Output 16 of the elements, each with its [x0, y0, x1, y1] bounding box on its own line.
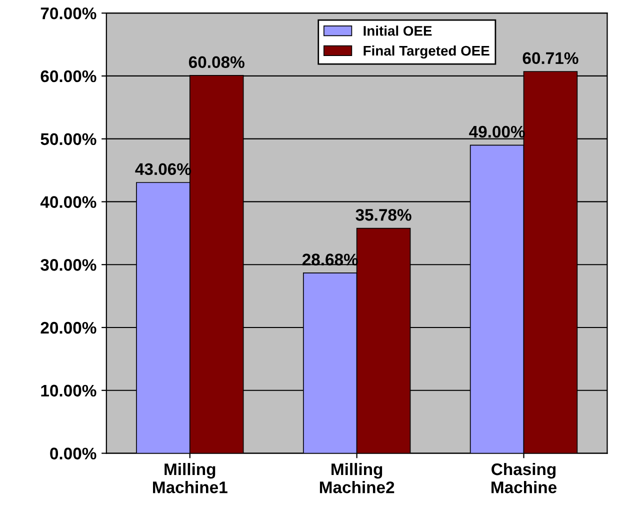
legend-label: Final Targeted OEE [364, 45, 490, 58]
y-tick-label: 30.00% [40, 259, 96, 271]
x-tick-label: Milling Machine2 [320, 462, 394, 494]
y-tick-label: 60.00% [40, 70, 96, 82]
y-tick-label: 0.00% [50, 448, 96, 460]
legend-label: Initial OEE [364, 26, 432, 36]
data-label: 60.71% [522, 52, 578, 64]
data-label: 35.78% [356, 209, 412, 221]
y-tick-label: 50.00% [40, 133, 96, 146]
x-tick-label: Chasing Machine [492, 462, 557, 494]
x-tick-label: Milling Machine1 [153, 462, 228, 494]
y-tick-label: 40.00% [40, 196, 96, 208]
data-label: 60.08% [188, 56, 244, 68]
y-tick-label: 70.00% [40, 8, 96, 20]
y-tick-label: 20.00% [40, 322, 96, 334]
y-tick-label: 10.00% [41, 384, 96, 397]
